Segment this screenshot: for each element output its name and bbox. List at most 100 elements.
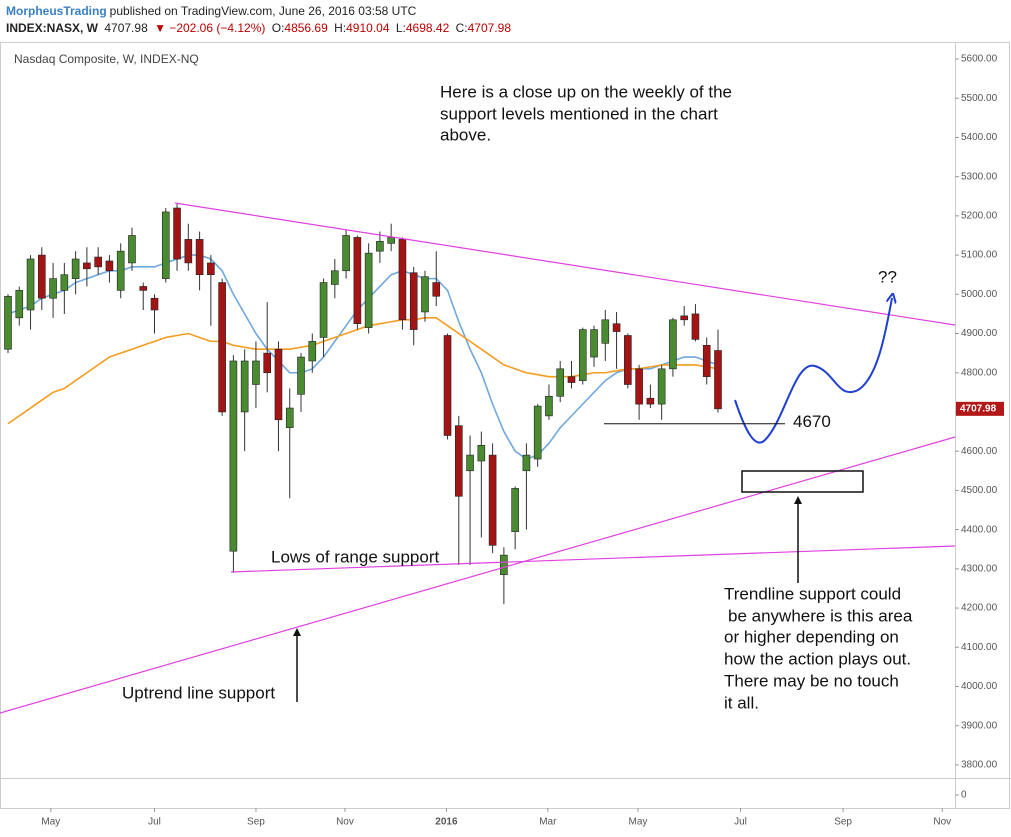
candle-body bbox=[4, 295, 12, 350]
candle-body bbox=[319, 282, 328, 338]
candle-body bbox=[161, 211, 170, 279]
candle-body bbox=[207, 262, 215, 275]
annotation: ?? bbox=[878, 267, 897, 286]
candle-body bbox=[376, 241, 384, 252]
candle-body bbox=[38, 254, 46, 299]
low-value: 4698.42 bbox=[405, 21, 450, 35]
moving-average bbox=[7, 254, 719, 460]
candle-body bbox=[94, 256, 102, 268]
y-tick-label: 4400.00 bbox=[961, 524, 998, 535]
candle-body bbox=[477, 444, 486, 462]
candle-body bbox=[702, 344, 711, 377]
candle-body bbox=[116, 250, 125, 291]
candle-body bbox=[612, 323, 621, 332]
candle-body bbox=[533, 405, 542, 460]
y-tick-label: 4200.00 bbox=[961, 603, 998, 614]
candle-body bbox=[49, 278, 57, 299]
ohlc-label: O: bbox=[271, 21, 285, 35]
candle-body bbox=[83, 262, 91, 270]
y-tick-label: 5500.00 bbox=[961, 93, 998, 104]
candle-body bbox=[646, 397, 655, 405]
support-label: 4670 bbox=[793, 412, 831, 431]
annotation: There may be no touch bbox=[724, 671, 899, 690]
candle-body bbox=[15, 290, 24, 319]
ohlc-label: L: bbox=[395, 21, 406, 35]
author: MorpheusTrading bbox=[6, 4, 107, 18]
candle-body bbox=[714, 350, 722, 410]
annotation: Trendline support could bbox=[724, 584, 901, 603]
candle-body bbox=[522, 454, 531, 472]
y-tick-label: 4800.00 bbox=[961, 367, 998, 378]
y-tick-label: 5000.00 bbox=[961, 289, 998, 300]
annotation: Here is a close up on the weekly of the bbox=[440, 82, 732, 101]
candle-body bbox=[263, 352, 272, 374]
candle-body bbox=[545, 395, 553, 417]
support-zone bbox=[741, 470, 864, 493]
x-tick-label: 2016 bbox=[435, 817, 458, 828]
x-tick-label: Nov bbox=[933, 817, 951, 828]
x-tick-label: May bbox=[41, 817, 60, 828]
last-price-label: 4707.98 bbox=[960, 403, 997, 414]
candle-body bbox=[398, 239, 407, 321]
candle-body bbox=[578, 329, 587, 381]
candle-body bbox=[26, 258, 35, 311]
candle-body bbox=[511, 488, 519, 532]
annotation: support levels mentioned in the chart bbox=[440, 104, 718, 123]
candle-body bbox=[432, 282, 441, 297]
y-tick-label: 4600.00 bbox=[961, 446, 998, 457]
y-tick-label: 3900.00 bbox=[961, 720, 998, 731]
annotation: it all. bbox=[724, 693, 759, 712]
projection-path bbox=[734, 298, 892, 444]
range-support-line bbox=[230, 545, 956, 573]
annotation: Lows of range support bbox=[271, 547, 439, 566]
candle-body bbox=[218, 282, 226, 413]
y-tick-label: 5100.00 bbox=[961, 250, 998, 261]
candle-body bbox=[71, 258, 80, 279]
candle-body bbox=[500, 554, 508, 576]
candle-body bbox=[466, 454, 474, 472]
last-price-tag bbox=[956, 401, 1004, 416]
candle-body bbox=[567, 376, 576, 383]
candle-body bbox=[173, 207, 181, 260]
candle-body bbox=[60, 274, 69, 291]
candle-body bbox=[184, 239, 193, 264]
x-tick-label: Sep bbox=[834, 817, 852, 828]
y-tick-label: 4500.00 bbox=[961, 485, 998, 496]
candle-body bbox=[195, 239, 204, 275]
y-tick-label: 5300.00 bbox=[961, 171, 998, 182]
moving-average bbox=[7, 317, 719, 425]
x-tick-label: May bbox=[629, 817, 648, 828]
resistance-trendline bbox=[174, 202, 956, 326]
y-tick-label: 3800.00 bbox=[961, 760, 998, 771]
candle-body bbox=[601, 319, 610, 344]
candle-body bbox=[657, 368, 666, 405]
candle-body bbox=[342, 235, 350, 272]
candle-body bbox=[488, 454, 497, 546]
annotation: be anywhere is this area bbox=[728, 606, 913, 625]
annotation: or higher depending on bbox=[724, 627, 899, 646]
candle-body bbox=[240, 360, 249, 413]
candle-body bbox=[353, 237, 362, 325]
candle-body bbox=[150, 297, 159, 311]
candle-body bbox=[454, 425, 463, 497]
plot: 3800.00 3900.00 4000.00 4100.00 4200.00 4300.… bbox=[4, 54, 998, 828]
ohlc-label: C: bbox=[455, 21, 468, 35]
annotation: above. bbox=[440, 125, 491, 144]
candle-body bbox=[274, 348, 283, 421]
x-tick-label: Jul bbox=[148, 817, 161, 828]
y-tick-label: 4100.00 bbox=[961, 642, 998, 653]
annotation: how the action plays out. bbox=[724, 649, 911, 668]
y-tick-label: 4300.00 bbox=[961, 563, 998, 574]
header-line: INDEX:NASX, W 4707.98 ▼ −202.06 (−4.12%)… bbox=[6, 21, 514, 35]
y-tick-label: 5600.00 bbox=[961, 54, 998, 65]
candle-body bbox=[409, 272, 418, 330]
uptrend-line bbox=[0, 436, 956, 714]
y-tick-label: 0 bbox=[961, 790, 967, 801]
last-price: 4707.98 bbox=[104, 21, 148, 35]
candle-body bbox=[308, 341, 317, 362]
x-tick-label: Jul bbox=[734, 817, 747, 828]
candle-body bbox=[139, 286, 148, 291]
x-tick-label: Nov bbox=[336, 817, 354, 828]
